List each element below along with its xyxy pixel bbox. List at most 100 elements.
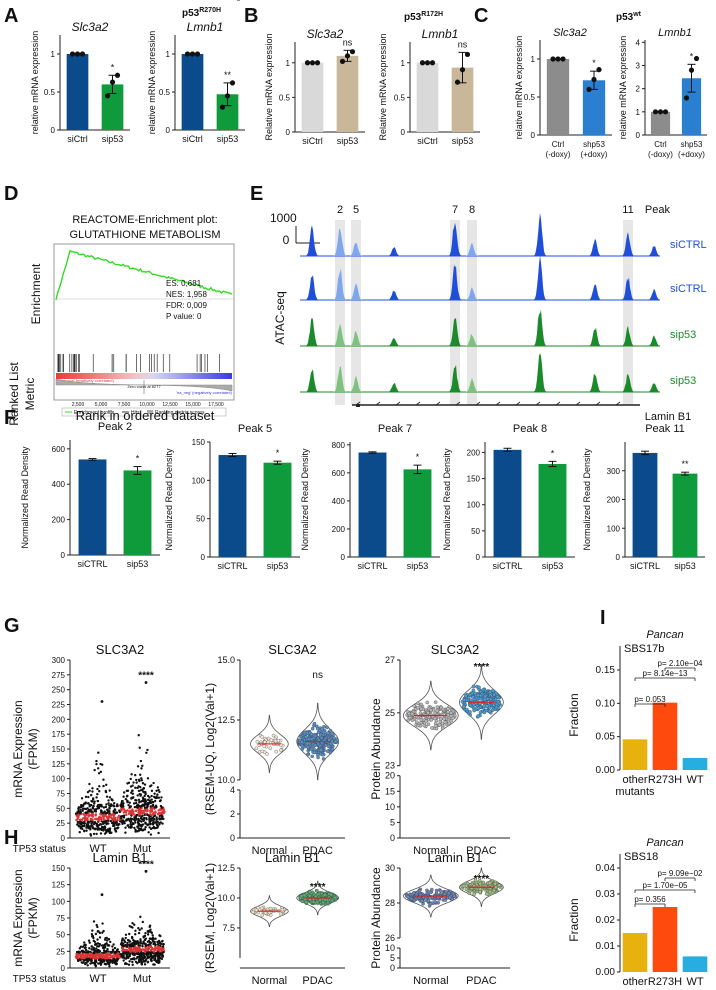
data-point — [254, 908, 259, 912]
data-point — [424, 719, 428, 723]
data-point — [488, 690, 493, 694]
data-point — [99, 962, 102, 965]
data-point — [93, 768, 96, 772]
panel-letter-f: F — [4, 407, 16, 429]
chart-gsea: REACTOME-Enrichment plot: GLUTATHIONE MET… — [7, 214, 235, 426]
x-tick-label: WT — [89, 973, 106, 985]
data-point — [111, 954, 114, 958]
y-tick-label: 175 — [52, 730, 66, 739]
y-tick-label: 75 — [56, 790, 65, 799]
data-point — [106, 811, 110, 814]
data-point — [426, 899, 431, 903]
y-tick-label: 1 — [51, 50, 56, 59]
data-point — [476, 693, 480, 698]
chart-title: Pancan — [646, 629, 683, 641]
data-point — [80, 797, 84, 800]
data-point — [107, 802, 110, 805]
data-point — [137, 824, 141, 827]
data-point — [96, 767, 100, 770]
data-point — [145, 823, 149, 826]
data-point — [461, 705, 466, 709]
y-axis-label: (FPKM) — [26, 728, 40, 769]
data-point — [85, 807, 88, 811]
y-tick-label: 20 — [385, 771, 395, 781]
data-point — [79, 805, 83, 809]
data-point — [148, 799, 152, 802]
atac-peak — [448, 318, 462, 346]
data-point — [145, 751, 148, 755]
strand-arrow — [575, 401, 581, 406]
data-point — [260, 913, 265, 917]
data-point — [103, 954, 107, 958]
data-point — [132, 813, 136, 816]
y-tick-label: 0.02 — [596, 915, 616, 926]
data-point — [111, 960, 114, 963]
data-point — [82, 950, 86, 954]
data-point — [122, 811, 126, 814]
y-tick-label: 0 — [636, 131, 641, 140]
data-point — [100, 823, 103, 826]
data-point — [133, 923, 136, 926]
data-point — [93, 802, 96, 805]
data-point — [138, 928, 141, 932]
y-tick-label: 0.15 — [596, 665, 616, 676]
data-point — [106, 957, 110, 960]
data-point — [155, 823, 159, 827]
data-point — [120, 809, 123, 812]
data-point — [143, 802, 146, 806]
data-point — [596, 67, 602, 73]
data-point — [308, 897, 312, 902]
data-point — [487, 881, 492, 885]
strand-arrow — [495, 401, 501, 406]
atac-peak — [533, 212, 547, 256]
data-point — [139, 949, 142, 952]
data-point — [134, 798, 137, 802]
data-point — [438, 889, 443, 893]
y-tick-label: 50 — [56, 931, 65, 940]
data-point — [260, 749, 265, 754]
chart-title: Peak 11 — [645, 423, 685, 435]
atac-peak — [387, 247, 401, 256]
data-point — [104, 821, 107, 824]
panel-letter-e: E — [250, 183, 263, 205]
data-point — [99, 957, 102, 961]
data-point — [77, 956, 80, 960]
data-point — [307, 741, 312, 746]
bar-sictrl — [218, 455, 247, 557]
data-point — [591, 76, 597, 83]
data-point — [471, 688, 476, 692]
y-tick-label: 0 — [51, 126, 56, 135]
data-point — [157, 809, 160, 812]
data-point — [153, 817, 156, 821]
data-point — [108, 796, 112, 799]
data-point — [309, 737, 314, 741]
significance-label: * — [690, 51, 694, 61]
y-axis-label: Relative mRNA expression — [378, 33, 388, 140]
data-point — [560, 56, 566, 62]
data-point — [99, 816, 103, 819]
data-point — [121, 954, 125, 958]
data-point — [464, 694, 468, 698]
bar-sictrl — [78, 459, 107, 555]
peak-highlight — [467, 220, 477, 405]
data-point — [329, 892, 333, 897]
y-axis-label: relative mRNA expression — [514, 36, 524, 140]
y-tick-label: 200 — [332, 525, 346, 534]
peak-label: Peak — [645, 204, 671, 216]
data-point — [122, 821, 125, 824]
zero-cross-label: Zero cross at 8277 — [127, 384, 161, 389]
data-point — [143, 963, 147, 966]
data-point — [103, 811, 106, 814]
x-tick-label: PDAC — [466, 845, 497, 857]
data-point — [101, 944, 104, 947]
data-point — [96, 827, 99, 830]
chart-title: Lamin B1 — [93, 850, 148, 865]
data-point — [108, 789, 111, 792]
data-point — [144, 931, 147, 935]
data-point — [80, 953, 83, 956]
data-point — [328, 728, 333, 733]
data-point — [683, 95, 690, 101]
data-point — [159, 817, 163, 821]
data-point — [137, 827, 141, 830]
